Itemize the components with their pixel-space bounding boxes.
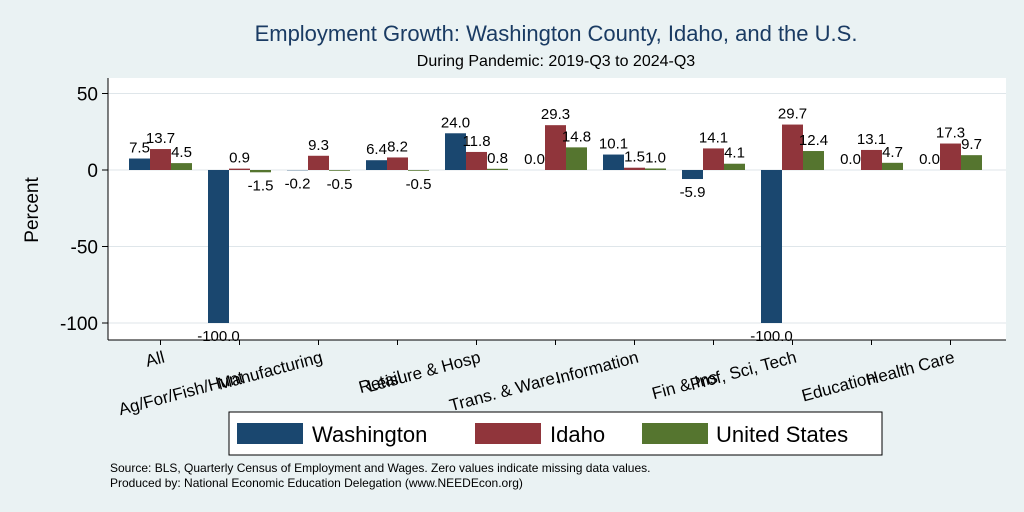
data-label-washington-manufacturing: -0.2 xyxy=(285,175,311,192)
legend-label-idaho: Idaho xyxy=(550,422,605,447)
bar-united-states-leisure-hosp xyxy=(487,168,508,170)
data-label-washington-retail: 6.4 xyxy=(366,141,387,158)
data-label-idaho-prof-sci-tech: 29.7 xyxy=(778,106,807,123)
data-label-united-states-education: 4.7 xyxy=(882,144,903,161)
bars-layer xyxy=(129,124,982,323)
bar-united-states-all xyxy=(171,163,192,170)
y-tick-label: -50 xyxy=(71,238,98,259)
y-axis-label: Percent xyxy=(22,177,43,243)
bar-united-states-information xyxy=(645,168,666,170)
data-label-united-states-health-care: 9.7 xyxy=(961,136,982,153)
data-label-idaho-retail: 8.2 xyxy=(387,138,408,155)
y-axis: 50 0 -50 -100 xyxy=(60,78,109,340)
data-label-washington-trans-ware: 0.0 xyxy=(524,151,545,168)
legend-label-washington: Washington xyxy=(312,422,427,447)
bar-united-states-prof-sci-tech xyxy=(803,151,824,170)
data-label-idaho-fin-ins: 14.1 xyxy=(699,129,728,146)
data-label-idaho-education: 13.1 xyxy=(857,131,886,148)
bar-washington-ag-for-fish-hunt xyxy=(208,170,229,323)
data-label-washington-all: 7.5 xyxy=(129,140,150,157)
data-label-united-states-all: 4.5 xyxy=(171,144,192,161)
data-label-washington-fin-ins: -5.9 xyxy=(680,184,706,201)
data-label-washington-leisure-hosp: 24.0 xyxy=(441,114,470,131)
bar-idaho-trans-ware xyxy=(545,125,566,170)
data-label-washington-health-care: 0.0 xyxy=(919,151,940,168)
legend: Washington Idaho United States xyxy=(228,411,883,456)
y-tick-label: 50 xyxy=(77,85,98,106)
bar-idaho-education xyxy=(861,149,882,170)
bar-washington-all xyxy=(129,158,150,170)
bar-washington-fin-ins xyxy=(682,170,703,180)
bar-idaho-information xyxy=(624,167,645,170)
x-tick-label-health-care: Health Care xyxy=(864,348,957,390)
x-tick-label-manufacturing: Manufacturing xyxy=(216,348,325,394)
data-label-united-states-manufacturing: -0.5 xyxy=(327,176,353,193)
x-tick-label-trans-ware: Trans. & Ware. xyxy=(447,368,561,416)
bar-united-states-education xyxy=(882,162,903,170)
chart-title: Employment Growth: Washington County, Id… xyxy=(255,21,858,46)
legend-swatch-idaho xyxy=(475,423,541,444)
bar-washington-information xyxy=(603,154,624,170)
y-tick-label: 0 xyxy=(87,161,98,182)
y-tick-label: -100 xyxy=(60,314,98,335)
bar-idaho-manufacturing xyxy=(308,155,329,170)
legend-swatch-washington xyxy=(237,423,303,444)
bar-united-states-retail xyxy=(408,170,429,171)
data-label-idaho-trans-ware: 29.3 xyxy=(541,106,570,123)
data-label-idaho-information: 1.5 xyxy=(624,149,645,166)
data-label-idaho-all: 13.7 xyxy=(146,130,175,147)
data-label-united-states-prof-sci-tech: 12.4 xyxy=(799,132,828,149)
bar-idaho-leisure-hosp xyxy=(466,151,487,170)
x-tick-label-information: Information xyxy=(553,348,640,388)
bar-united-states-fin-ins xyxy=(724,163,745,170)
produced-by-note: Produced by: National Economic Education… xyxy=(110,476,523,490)
bar-united-states-trans-ware xyxy=(566,147,587,170)
data-labels-layer: 7.513.74.5 -100.0 0.9 -1.5 -0.2 9.3 -0.5 6.4 8.2… xyxy=(129,106,982,345)
source-note: Source: BLS, Quarterly Census of Employm… xyxy=(110,461,650,475)
plot-area xyxy=(108,78,1006,340)
bar-idaho-all xyxy=(150,149,171,170)
data-label-washington-education: 0.0 xyxy=(840,151,861,168)
bar-united-states-health-care xyxy=(961,155,982,170)
bar-idaho-retail xyxy=(387,157,408,170)
data-label-idaho-health-care: 17.3 xyxy=(936,125,965,142)
bar-washington-prof-sci-tech xyxy=(761,170,782,323)
chart-subtitle: During Pandemic: 2019-Q3 to 2024-Q3 xyxy=(417,53,695,70)
bar-washington-leisure-hosp xyxy=(445,133,466,170)
data-label-idaho-ag-for-fish-hunt: 0.9 xyxy=(229,150,250,167)
data-label-idaho-manufacturing: 9.3 xyxy=(308,137,329,154)
data-label-washington-ag-for-fish-hunt: -100.0 xyxy=(197,328,240,345)
data-label-united-states-ag-for-fish-hunt: -1.5 xyxy=(248,177,274,194)
legend-box xyxy=(228,411,883,456)
bar-idaho-ag-for-fish-hunt xyxy=(229,168,250,170)
data-label-united-states-trans-ware: 14.8 xyxy=(562,128,591,145)
legend-label-united-states: United States xyxy=(716,422,848,447)
data-label-united-states-leisure-hosp: 0.8 xyxy=(487,150,508,167)
bar-washington-retail xyxy=(366,160,387,170)
x-tick-label-all: All xyxy=(143,348,166,371)
bar-united-states-manufacturing xyxy=(329,170,350,171)
data-label-united-states-retail: -0.5 xyxy=(406,176,432,193)
data-label-united-states-information: 1.0 xyxy=(645,149,666,166)
bar-idaho-fin-ins xyxy=(703,148,724,170)
data-label-washington-information: 10.1 xyxy=(599,136,628,153)
legend-swatch-united-states xyxy=(642,423,708,444)
bar-idaho-prof-sci-tech xyxy=(782,124,803,170)
bar-idaho-health-care xyxy=(940,143,961,170)
data-label-idaho-leisure-hosp: 11.8 xyxy=(462,133,490,150)
x-tick-label-prof-sci-tech: Prof, Sci, Tech xyxy=(688,348,798,395)
data-label-united-states-fin-ins: 4.1 xyxy=(724,145,745,162)
bar-united-states-ag-for-fish-hunt xyxy=(250,170,271,173)
data-label-washington-prof-sci-tech: -100.0 xyxy=(750,328,793,345)
